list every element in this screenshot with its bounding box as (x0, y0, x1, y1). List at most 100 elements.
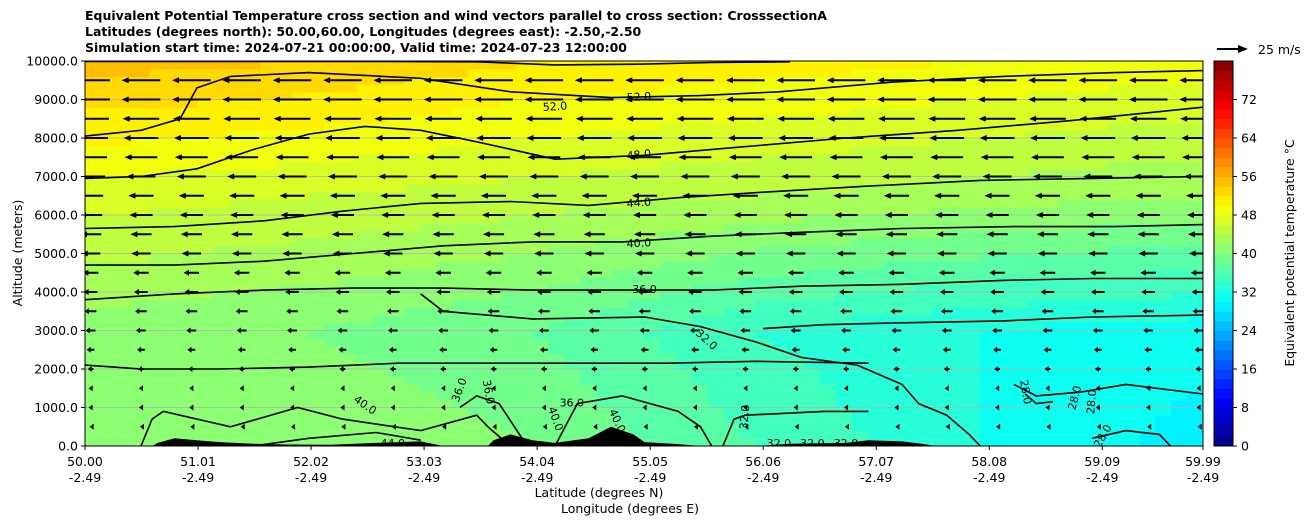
field-cell (436, 438, 453, 446)
field-cell (580, 399, 597, 409)
field-cell (500, 330, 517, 339)
field-cell (1155, 376, 1172, 385)
field-cell (707, 292, 725, 301)
field-cell (851, 99, 869, 108)
field-cell (100, 238, 118, 247)
field-cell (116, 107, 134, 116)
field-cell (979, 68, 996, 77)
field-cell (564, 245, 581, 255)
field-cell (707, 330, 725, 339)
field-cell (516, 130, 533, 139)
field-cell (276, 415, 294, 424)
field-cell (1139, 199, 1156, 208)
field-cell (548, 338, 565, 347)
field-cell (228, 199, 246, 208)
field-cell (452, 176, 469, 185)
field-cell (1187, 384, 1203, 393)
field-cell (1043, 61, 1060, 70)
field-cell (132, 184, 150, 193)
field-cell (867, 392, 885, 401)
field-cell (915, 253, 933, 262)
field-cell (324, 99, 342, 108)
field-cell (835, 369, 853, 378)
field-cell (1027, 361, 1044, 370)
field-cell (947, 422, 965, 432)
field-cell (899, 392, 917, 401)
field-cell (1075, 253, 1092, 262)
field-cell (1139, 145, 1156, 154)
field-cell (356, 415, 374, 424)
wind-vector (1140, 269, 1156, 276)
field-cell (148, 207, 166, 216)
field-cell (1059, 176, 1076, 185)
y-axis-label: Altitude (meters) (10, 200, 25, 307)
field-cell (468, 191, 485, 201)
field-cell (739, 130, 757, 139)
field-cell (1187, 130, 1203, 139)
field-cell (212, 376, 230, 385)
field-cell (899, 384, 917, 393)
field-cell (755, 307, 773, 316)
colorbar-band (1214, 253, 1233, 264)
field-cell (132, 245, 150, 255)
field-cell (1155, 130, 1172, 139)
field-cell (755, 330, 773, 339)
field-cell (292, 384, 310, 393)
field-cell (500, 68, 517, 77)
field-cell (1027, 253, 1044, 262)
field-cell (340, 122, 358, 131)
field-cell (612, 76, 629, 85)
field-cell (596, 338, 613, 347)
wind-vector (625, 77, 664, 84)
field-cell (1123, 407, 1140, 416)
field-cell (516, 261, 533, 270)
field-cell (420, 122, 437, 131)
field-cell (1075, 191, 1092, 201)
field-cell (707, 361, 725, 370)
field-cell (723, 361, 741, 370)
field-cell (723, 268, 741, 278)
field-cell (899, 61, 917, 70)
field-cell (340, 307, 358, 316)
field-cell (388, 430, 406, 439)
field-cell (164, 61, 182, 70)
wind-vector (176, 173, 206, 180)
field-cell (580, 245, 597, 255)
field-cell (1123, 438, 1140, 446)
field-cell (1155, 199, 1172, 208)
field-cell (612, 122, 629, 131)
field-cell (1171, 422, 1188, 432)
field-cell (1107, 191, 1124, 201)
field-cell (212, 276, 230, 285)
field-cell (212, 322, 230, 332)
field-cell (548, 407, 565, 416)
wind-vector (188, 366, 195, 372)
wind-vector (1145, 366, 1152, 372)
field-cell (532, 138, 549, 147)
field-cell (723, 184, 741, 193)
field-cell (675, 384, 693, 393)
field-cell (1027, 184, 1044, 193)
field-cell (675, 130, 693, 139)
field-cell (100, 253, 118, 262)
field-cell (979, 107, 996, 116)
field-cell (947, 345, 965, 355)
field-cell (723, 238, 741, 247)
field-cell (835, 330, 853, 339)
field-cell (212, 84, 230, 93)
field-cell (963, 130, 980, 139)
field-cell (532, 292, 549, 301)
wind-vector (229, 192, 255, 199)
field-cell (420, 415, 437, 424)
field-cell (915, 245, 933, 255)
field-cell (867, 430, 885, 439)
field-cell (1123, 138, 1140, 147)
field-cell (1171, 153, 1188, 162)
field-cell (771, 161, 789, 170)
field-cell (212, 145, 230, 154)
field-cell (580, 299, 597, 308)
field-cell (116, 422, 134, 432)
field-cell (851, 122, 869, 131)
field-cell (659, 107, 677, 116)
field-cell (516, 207, 533, 216)
